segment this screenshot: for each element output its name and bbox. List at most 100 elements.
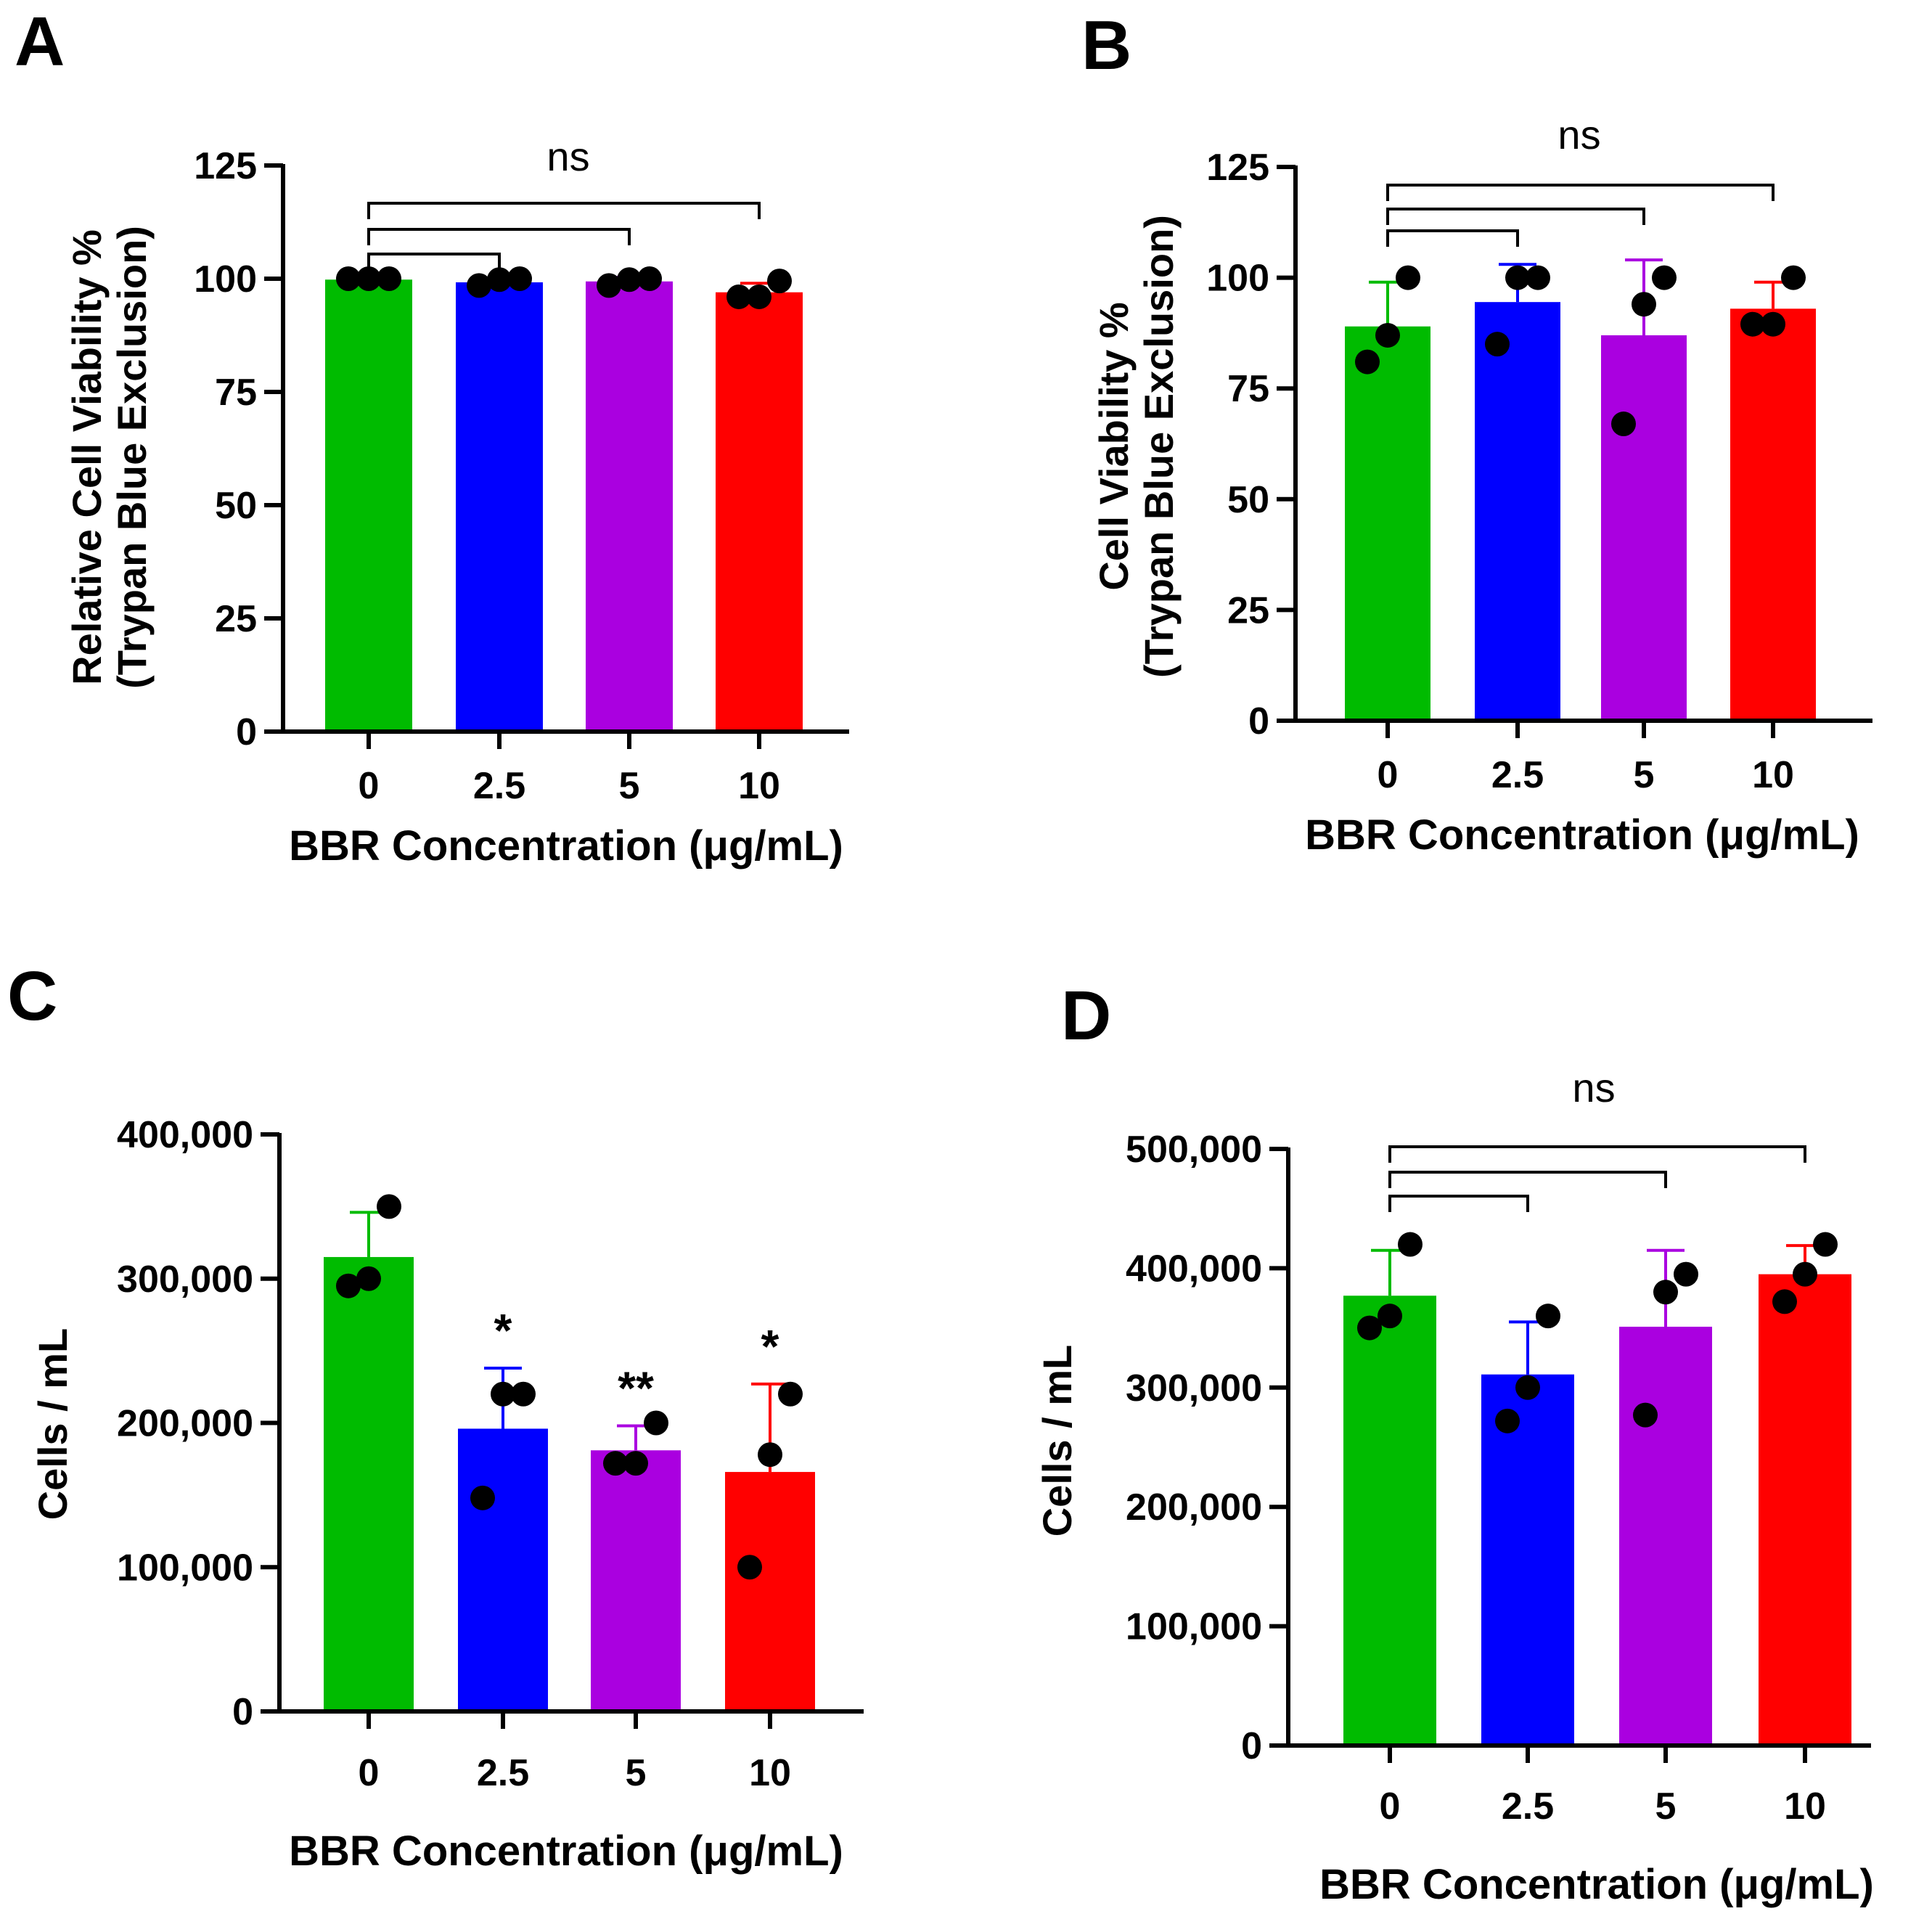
bar [1601, 335, 1687, 721]
data-point [1526, 265, 1550, 290]
data-point [507, 266, 532, 291]
significance-bracket [1388, 1145, 1806, 1163]
data-point [1536, 1304, 1560, 1329]
data-point [470, 1485, 495, 1510]
panel-letter: A [15, 3, 65, 81]
data-point [1355, 349, 1380, 375]
data-point [1772, 1289, 1797, 1314]
data-point [1632, 292, 1656, 317]
data-point [491, 1381, 515, 1407]
y-tick-label: 0 [232, 1691, 253, 1733]
data-point [737, 1555, 762, 1580]
y-tick-label: 500,000 [1126, 1129, 1262, 1171]
bar [1345, 326, 1430, 721]
x-tick-label: 10 [738, 765, 780, 807]
bar [1475, 302, 1560, 721]
y-tick-label: 400,000 [1126, 1248, 1262, 1290]
y-axis-title-line: (Trypan Blue Exclusion) [109, 226, 155, 689]
data-point [1398, 1232, 1423, 1257]
panel-letter: D [1061, 977, 1111, 1055]
x-tick-label: 10 [749, 1752, 791, 1794]
y-tick-label: 0 [1248, 700, 1269, 742]
panel-d: D 0 100,000 200,000 300,000 400,000 500,000 0 2.… [1034, 977, 1874, 1908]
x-tick-label: 5 [619, 765, 640, 807]
x-tick-label: 0 [1378, 754, 1399, 796]
data-point [1375, 322, 1400, 348]
data-point [778, 1381, 803, 1407]
significance-star: * [761, 1320, 779, 1372]
y-axis-title-line: Relative Cell Viability % [64, 229, 110, 685]
significance-bracket [1388, 1171, 1667, 1188]
x-tick-label: 10 [1752, 754, 1794, 796]
x-axis-title: BBR Concentration (μg/mL) [289, 822, 843, 870]
y-tick-label: 100,000 [1126, 1606, 1262, 1648]
data-point [1813, 1232, 1838, 1257]
data-point [467, 273, 491, 298]
y-tick-label: 100 [194, 258, 257, 300]
x-tick-label: 2.5 [473, 765, 525, 807]
data-point [1674, 1261, 1698, 1287]
y-tick-label: 300,000 [1126, 1367, 1262, 1409]
bar [1481, 1374, 1574, 1746]
data-point [1653, 1280, 1678, 1305]
data-point [758, 1442, 782, 1468]
x-axis-title: BBR Concentration (μg/mL) [1305, 811, 1859, 859]
data-point [356, 1266, 381, 1291]
data-point [726, 284, 751, 309]
y-axis-title-line: Cell Viability % [1091, 302, 1137, 590]
data-point [597, 273, 621, 298]
data-point [617, 267, 642, 292]
data-point [377, 266, 401, 291]
bar [1759, 1274, 1851, 1746]
y-tick-label: 50 [1227, 479, 1269, 521]
x-tick-label: 0 [1380, 1785, 1401, 1828]
data-point [511, 1381, 536, 1407]
data-point [767, 269, 792, 294]
y-axis-title: Cells / mL [1034, 1345, 1080, 1537]
panel-b: B 0 25 50 75 100 125 0 2.5 5 10 BBR Concentration (… [1081, 7, 1872, 859]
y-tick-label: 75 [1227, 368, 1269, 410]
y-tick-label: 0 [1241, 1725, 1262, 1767]
y-tick-label: 100,000 [117, 1547, 253, 1589]
bar [1730, 308, 1816, 721]
y-axis-title-line: Cells / mL [30, 1328, 75, 1521]
significance-label: ns [1572, 1065, 1615, 1110]
bar [1343, 1296, 1436, 1746]
y-tick-label: 125 [1206, 147, 1269, 189]
y-axis-title: Relative Cell Viability %(Trypan Blue Ex… [64, 226, 155, 689]
data-point [1633, 1402, 1658, 1428]
significance-bracket [367, 253, 501, 270]
data-point [377, 1194, 401, 1219]
significance-label: ns [547, 134, 589, 179]
x-tick-label: 2.5 [477, 1752, 529, 1794]
y-axis-title: Cells / mL [30, 1328, 75, 1521]
data-point [1740, 311, 1765, 337]
x-axis-title: BBR Concentration (μg/mL) [289, 1828, 843, 1875]
x-tick-label: 10 [1784, 1785, 1826, 1828]
bar [591, 1450, 681, 1711]
x-tick-label: 2.5 [1502, 1785, 1554, 1828]
y-tick-label: 300,000 [117, 1259, 253, 1301]
significance-bracket [1388, 1195, 1529, 1212]
significance-star: ** [618, 1362, 654, 1414]
y-tick-label: 25 [215, 598, 257, 640]
y-tick-label: 400,000 [117, 1114, 253, 1156]
significance-bracket [367, 228, 631, 245]
data-point [487, 267, 512, 292]
data-point [1515, 1375, 1540, 1400]
data-point [1378, 1304, 1402, 1329]
data-point [637, 266, 662, 291]
y-tick-label: 125 [194, 145, 257, 187]
significance-bracket [1386, 229, 1519, 247]
y-tick-label: 25 [1227, 589, 1269, 631]
x-tick-label: 5 [1655, 1785, 1677, 1828]
x-tick-label: 5 [626, 1752, 647, 1794]
data-point [1793, 1261, 1817, 1287]
panel-a: A 0 25 50 75 100 125 0 2.5 5 10 BBR Concentration (… [15, 3, 849, 870]
panel-letter: C [7, 957, 57, 1035]
bar [586, 281, 673, 732]
y-tick-label: 200,000 [117, 1403, 253, 1445]
panel-letter: B [1081, 7, 1131, 84]
significance-bracket [367, 202, 761, 219]
